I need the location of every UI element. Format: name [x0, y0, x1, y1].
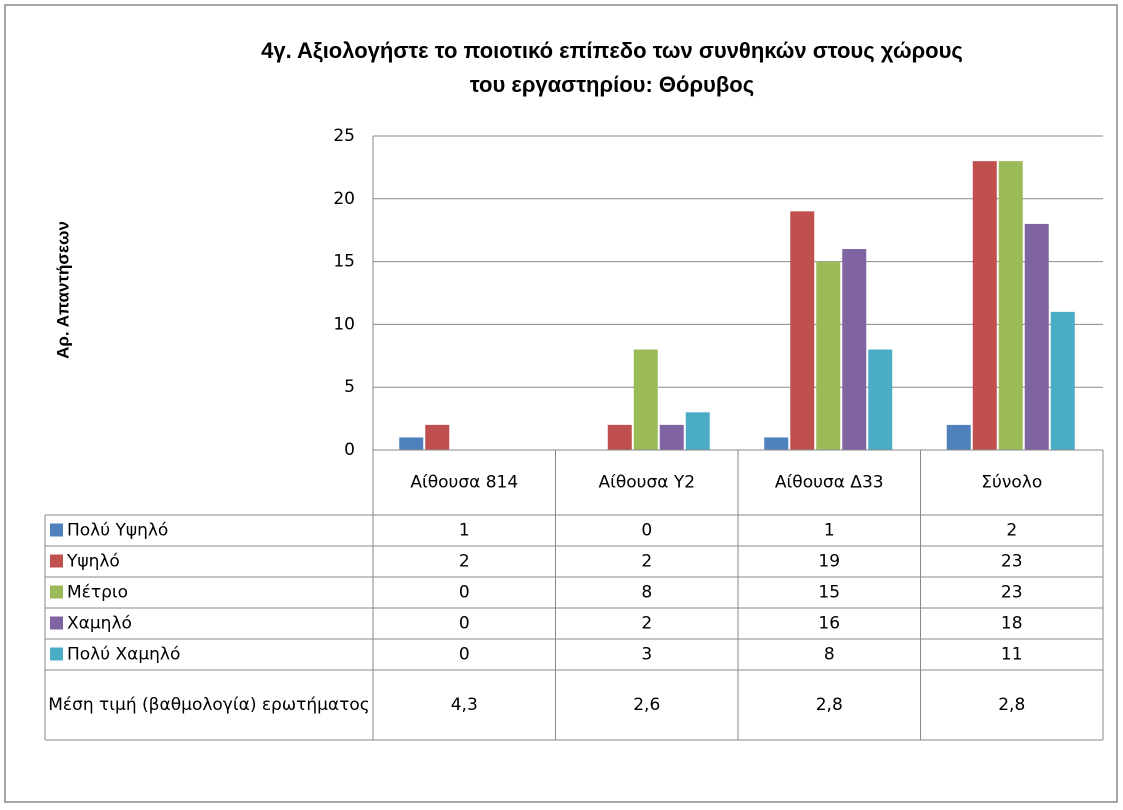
bar — [868, 349, 893, 450]
bar — [633, 349, 658, 450]
table-cell: 23 — [1001, 552, 1023, 572]
chart-frame — [4, 4, 1118, 803]
chart-title: 4γ. Αξιολογήστε το ποιοτικό επίπεδο των … — [261, 38, 963, 63]
legend-label: Χαμηλό — [67, 614, 132, 634]
bar — [607, 424, 632, 450]
bar — [659, 424, 684, 450]
table-cell: 23 — [1001, 583, 1023, 603]
table-cell: 2 — [641, 614, 652, 634]
table-cell: 1 — [459, 521, 470, 541]
bar — [399, 437, 424, 450]
table-cell: 16 — [818, 614, 840, 634]
table-cell: 18 — [1001, 614, 1023, 634]
legend-swatch — [50, 585, 63, 599]
table-cell: 19 — [818, 552, 840, 572]
bar — [816, 261, 841, 450]
bar — [790, 211, 815, 450]
bar — [972, 161, 997, 450]
bar — [685, 412, 710, 450]
y-tick-label: 20 — [333, 189, 355, 209]
y-tick-label: 10 — [333, 314, 355, 334]
table-cell: 1 — [824, 521, 835, 541]
legend-label: Πολύ Υψηλό — [67, 521, 168, 541]
x-tick-label: Αίθουσα Δ33 — [775, 473, 884, 493]
bar — [764, 437, 789, 450]
mean-row-label: Μέση τιμή (βαθμολογία) ερωτήματος — [48, 695, 369, 715]
legend-label: Μέτριο — [67, 583, 128, 603]
table-cell: 0 — [641, 521, 652, 541]
legend-swatch — [50, 647, 63, 661]
y-tick-label: 25 — [333, 126, 355, 146]
table-cell: 2,8 — [816, 695, 843, 715]
table-cell: 2,6 — [633, 695, 660, 715]
table-cell: 8 — [824, 645, 835, 665]
legend-swatch — [50, 523, 63, 537]
x-tick-label: Σύνολο — [981, 473, 1042, 493]
table-cell: 2 — [459, 552, 470, 572]
legend-label: Πολύ Χαμηλό — [67, 645, 180, 665]
legend-swatch — [50, 554, 63, 568]
table-cell: 0 — [459, 583, 470, 603]
legend-label: Υψηλό — [66, 552, 120, 572]
y-tick-label: 15 — [333, 252, 355, 272]
table-cell: 2,8 — [998, 695, 1025, 715]
table-cell: 0 — [459, 645, 470, 665]
chart-title: του εργαστηρίου: Θόρυβος — [470, 72, 754, 97]
y-tick-label: 5 — [344, 377, 355, 397]
y-tick-label: 0 — [344, 440, 355, 460]
bar — [946, 424, 971, 450]
legend-swatch — [50, 616, 63, 630]
y-axis-label: Αρ. Απαντήσεων — [53, 221, 72, 359]
table-cell: 4,3 — [451, 695, 478, 715]
table-cell: 8 — [641, 583, 652, 603]
bar — [1024, 223, 1049, 450]
x-tick-label: Αίθουσα Υ2 — [598, 473, 695, 493]
x-tick-label: Αίθουσα 814 — [410, 473, 518, 493]
bar — [425, 424, 450, 450]
table-cell: 11 — [1001, 645, 1023, 665]
table-cell: 3 — [641, 645, 652, 665]
table-cell: 2 — [1006, 521, 1017, 541]
table-cell: 15 — [818, 583, 840, 603]
table-cell: 2 — [641, 552, 652, 572]
table-cell: 0 — [459, 614, 470, 634]
bar — [842, 249, 867, 450]
bar — [1050, 311, 1075, 450]
bar — [998, 161, 1023, 450]
